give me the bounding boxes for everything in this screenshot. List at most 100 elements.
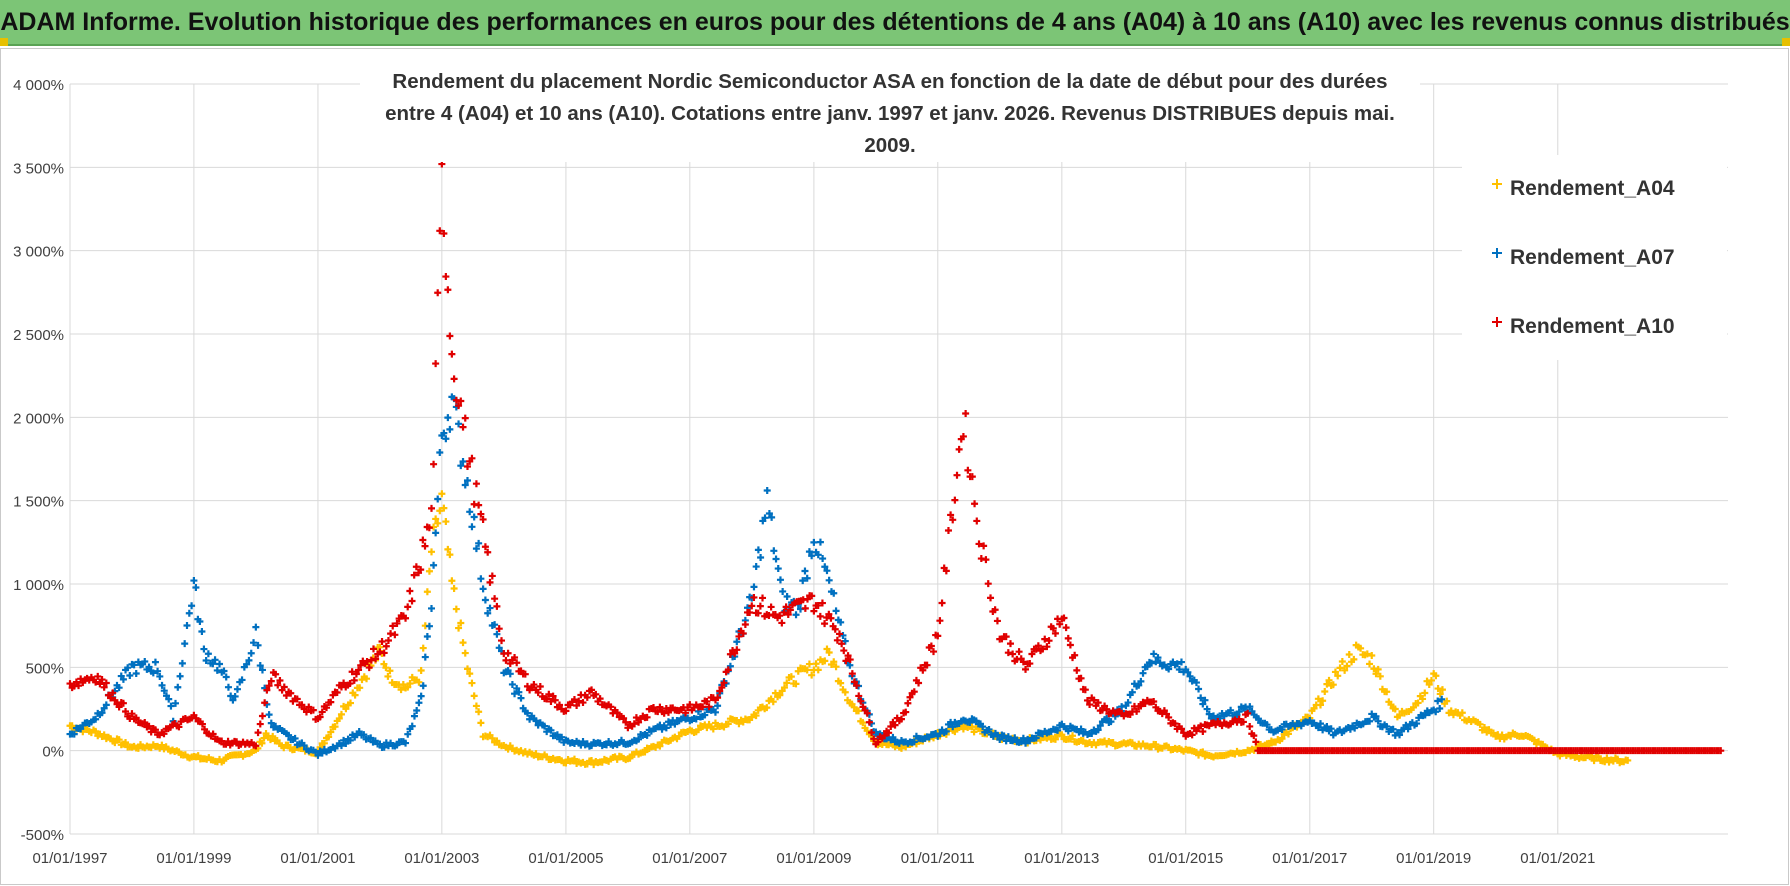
data-point	[261, 699, 269, 707]
data-point	[656, 703, 664, 711]
data-point	[1396, 711, 1404, 719]
data-point	[442, 273, 450, 281]
data-point	[887, 723, 895, 731]
y-tick-label: 1 500%	[13, 494, 64, 511]
data-point	[754, 609, 762, 617]
data-point	[724, 720, 732, 728]
data-point	[1624, 756, 1632, 764]
data-point	[1438, 686, 1446, 694]
data-point	[188, 602, 196, 610]
data-point	[536, 682, 544, 690]
data-point	[391, 631, 399, 639]
data-point	[491, 621, 499, 629]
data-point	[342, 739, 350, 747]
data-point	[316, 713, 324, 721]
data-point	[233, 738, 241, 746]
series-rendement_a07	[66, 393, 1446, 759]
data-point	[1135, 681, 1143, 689]
data-point	[355, 728, 363, 736]
legend-marker-a04	[1492, 179, 1502, 189]
data-point	[701, 711, 709, 719]
data-point	[211, 656, 219, 664]
data-point	[98, 676, 106, 684]
data-point	[613, 709, 621, 717]
data-point	[1366, 717, 1374, 725]
data-point	[402, 614, 410, 622]
data-point	[724, 666, 732, 674]
data-point	[1143, 663, 1151, 671]
data-point	[1171, 720, 1179, 728]
data-point	[733, 646, 741, 654]
data-point	[985, 725, 993, 733]
data-point	[160, 687, 168, 695]
data-point	[643, 713, 651, 721]
data-point	[1396, 731, 1404, 739]
data-point	[841, 688, 849, 696]
legend-label-a04: Rendement_A04	[1510, 177, 1675, 200]
data-point	[393, 619, 401, 627]
data-point	[857, 697, 865, 705]
data-point	[1186, 672, 1194, 680]
data-point	[419, 644, 427, 652]
data-point	[754, 546, 762, 554]
data-point	[134, 744, 142, 752]
data-point	[987, 594, 995, 602]
data-point	[421, 542, 429, 550]
data-point	[1175, 665, 1183, 673]
chart-title-line2: entre 4 (A04) et 10 ans (A10). Cotations…	[385, 102, 1395, 157]
data-point	[335, 714, 343, 722]
data-point	[837, 618, 845, 626]
data-point	[425, 567, 433, 575]
data-point	[75, 682, 83, 690]
data-point	[348, 668, 356, 676]
data-point	[850, 703, 858, 711]
data-point	[1421, 711, 1429, 719]
data-point	[1019, 658, 1027, 666]
data-point	[415, 699, 423, 707]
data-point	[823, 567, 831, 575]
data-point	[1438, 695, 1446, 703]
data-point	[641, 748, 649, 756]
data-point	[1425, 681, 1433, 689]
data-point	[523, 709, 531, 717]
data-point	[863, 709, 871, 717]
data-point	[355, 666, 363, 674]
data-point	[363, 657, 371, 665]
data-point	[479, 515, 487, 523]
data-point	[92, 727, 100, 735]
data-point	[202, 656, 210, 664]
data-point	[1150, 697, 1158, 705]
legend-marker-a10	[1492, 317, 1502, 327]
data-point	[247, 649, 255, 657]
data-point	[944, 526, 952, 534]
data-point	[438, 490, 446, 498]
legend-item-a07: Rendement_A07	[1492, 246, 1675, 270]
data-point	[1252, 738, 1260, 746]
data-point	[763, 704, 771, 712]
data-point	[346, 736, 354, 744]
data-point	[675, 732, 683, 740]
data-point	[468, 523, 476, 531]
data-point	[1060, 614, 1068, 622]
data-point	[436, 449, 444, 457]
data-point	[1210, 712, 1218, 720]
data-point	[786, 606, 794, 614]
data-point	[1458, 709, 1466, 717]
data-point	[285, 731, 293, 739]
data-point	[1009, 650, 1017, 658]
data-point	[265, 682, 273, 690]
data-point	[351, 691, 359, 699]
data-point	[331, 723, 339, 731]
data-point	[1263, 721, 1271, 729]
data-point	[1081, 686, 1089, 694]
data-point	[868, 729, 876, 737]
data-point	[178, 659, 186, 667]
data-point	[484, 609, 492, 617]
data-point	[1094, 726, 1102, 734]
data-point	[891, 721, 899, 729]
data-point	[463, 476, 471, 484]
data-point	[372, 655, 380, 663]
data-point	[486, 578, 494, 586]
data-point	[171, 699, 179, 707]
legend-label-a07: Rendement_A07	[1510, 246, 1675, 269]
